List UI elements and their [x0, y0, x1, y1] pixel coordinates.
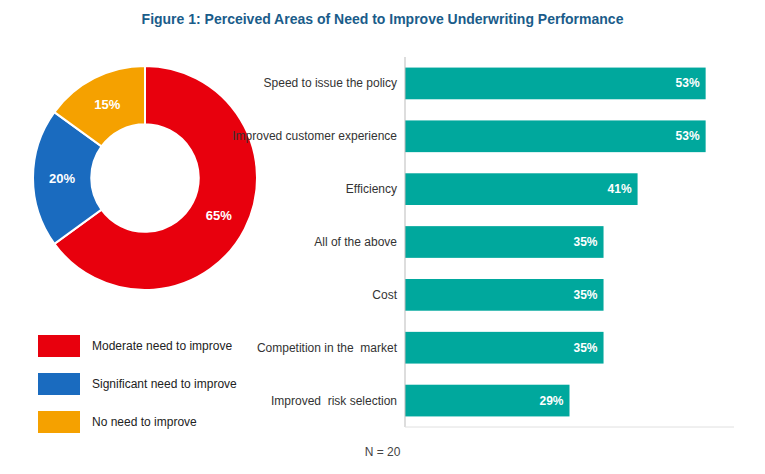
legend-entry: Significant need to improve	[92, 377, 237, 391]
y-tick-label: Improved customer experience	[232, 129, 397, 143]
background	[0, 0, 765, 474]
data-label: 35%	[574, 288, 598, 302]
bar	[405, 332, 604, 364]
bar	[405, 226, 604, 258]
y-tick-label: All of the above	[314, 235, 397, 249]
legend: Moderate need to improve Significant need…	[38, 335, 237, 433]
y-tick-label: Efficiency	[346, 182, 397, 196]
donut-slice	[54, 66, 145, 146]
x-axis-line	[405, 427, 734, 428]
data-label: 41%	[608, 182, 632, 196]
bars	[405, 68, 706, 417]
y-tick-label: Improved risk selection	[271, 394, 397, 408]
y-tick-label: Speed to issue the policy	[264, 76, 397, 90]
y-axis-line	[405, 57, 406, 427]
y-tick-label: Competition in the market	[257, 341, 398, 355]
bar	[405, 279, 604, 311]
bar	[405, 385, 570, 417]
chart-root: Figure 1: Perceived Areas of Need to Imp…	[0, 0, 765, 474]
bar	[405, 120, 706, 152]
legend-entry: No need to improve	[92, 415, 197, 429]
data-label: 15%	[94, 97, 120, 112]
donut	[33, 66, 257, 290]
annotation: N = 20	[365, 445, 401, 459]
data-label: 35%	[574, 341, 598, 355]
data-label: 35%	[574, 235, 598, 249]
data-label: 20%	[49, 171, 75, 186]
y-tick-label: Cost	[372, 288, 397, 302]
data-label: 53%	[676, 129, 700, 143]
bar	[405, 68, 706, 100]
legend-entry: Moderate need to improve	[92, 339, 232, 353]
legend-swatch	[38, 373, 80, 395]
data-label: 53%	[676, 76, 700, 90]
legend-swatch	[38, 411, 80, 433]
bar	[405, 173, 638, 205]
data-label: 65%	[206, 208, 232, 223]
title: Figure 1: Perceived Areas of Need to Imp…	[142, 11, 624, 27]
data-label: 29%	[539, 394, 563, 408]
legend-swatch	[38, 335, 80, 357]
